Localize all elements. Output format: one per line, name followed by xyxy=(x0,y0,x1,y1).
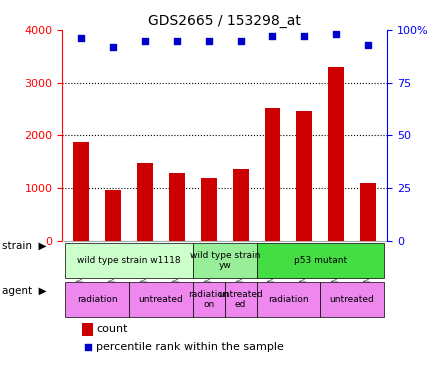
Bar xyxy=(105,190,121,241)
Bar xyxy=(193,282,225,317)
Bar xyxy=(73,142,89,241)
Point xyxy=(332,31,340,37)
Text: untreated: untreated xyxy=(139,295,183,304)
Bar xyxy=(296,111,312,241)
Text: radiation: radiation xyxy=(268,295,309,304)
Text: count: count xyxy=(97,324,128,334)
Point xyxy=(237,38,244,44)
Point xyxy=(142,38,149,44)
Text: wild type strain w1118: wild type strain w1118 xyxy=(77,256,181,265)
Text: GSM60479: GSM60479 xyxy=(141,245,150,294)
Text: GSM60478: GSM60478 xyxy=(236,245,245,294)
Point xyxy=(364,42,372,48)
Bar xyxy=(233,169,249,241)
Bar xyxy=(65,282,129,317)
Bar xyxy=(360,183,376,241)
Text: p53 mutant: p53 mutant xyxy=(294,256,347,265)
Text: untreated: untreated xyxy=(330,295,375,304)
Bar xyxy=(129,282,193,317)
Text: GSM60483: GSM60483 xyxy=(109,245,118,294)
Title: GDS2665 / 153298_at: GDS2665 / 153298_at xyxy=(148,13,301,28)
Bar xyxy=(65,243,193,278)
Text: percentile rank within the sample: percentile rank within the sample xyxy=(97,342,284,351)
Text: untreated
ed: untreated ed xyxy=(218,290,263,309)
Point xyxy=(174,38,181,44)
Text: radiation
on: radiation on xyxy=(189,290,229,309)
Text: strain  ▶: strain ▶ xyxy=(2,241,47,250)
Bar xyxy=(137,164,153,241)
Point xyxy=(110,44,117,50)
Point xyxy=(78,36,85,42)
Text: wild type strain
yw: wild type strain yw xyxy=(190,251,260,270)
Point xyxy=(301,33,308,39)
Text: GSM60487: GSM60487 xyxy=(300,245,309,294)
Text: GSM60480: GSM60480 xyxy=(173,245,182,294)
Bar xyxy=(225,282,257,317)
Text: radiation: radiation xyxy=(77,295,117,304)
Text: agent  ▶: agent ▶ xyxy=(2,286,47,296)
Bar xyxy=(328,68,344,241)
Bar xyxy=(193,243,257,278)
Bar xyxy=(264,108,280,241)
Point xyxy=(205,38,212,44)
Text: GSM60485: GSM60485 xyxy=(364,245,372,294)
Bar xyxy=(201,178,217,241)
Text: GSM60481: GSM60481 xyxy=(204,245,213,294)
Bar xyxy=(257,282,320,317)
Text: GSM60484: GSM60484 xyxy=(332,245,341,294)
Bar xyxy=(320,282,384,317)
Bar xyxy=(82,322,93,336)
Text: GSM60482: GSM60482 xyxy=(77,245,86,294)
Point xyxy=(269,33,276,39)
Bar xyxy=(257,243,384,278)
Bar xyxy=(169,174,185,241)
Text: GSM60486: GSM60486 xyxy=(268,245,277,294)
